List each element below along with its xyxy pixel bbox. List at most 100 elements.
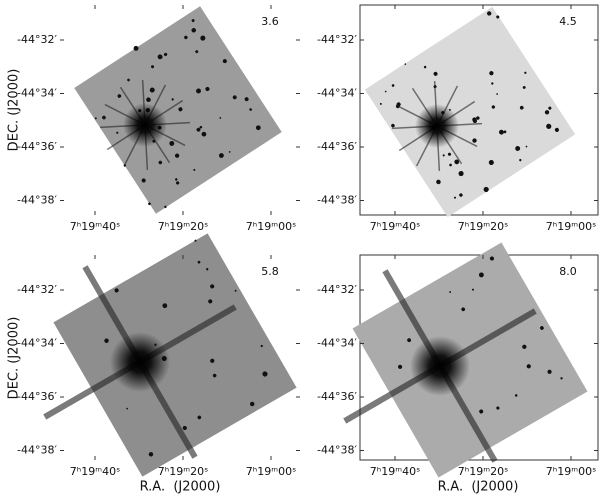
x-tick-label: 7ʰ19ᵐ40ˢ (370, 220, 420, 233)
star (554, 127, 559, 132)
star (255, 125, 261, 131)
star (488, 159, 494, 166)
star (496, 406, 500, 410)
star (141, 178, 146, 183)
sky-image (364, 6, 576, 218)
star (249, 108, 252, 111)
star (436, 179, 441, 185)
star (519, 105, 524, 110)
star (169, 140, 175, 146)
star (472, 138, 477, 143)
x-tick-label: 7ʰ19ᵐ20ˢ (158, 465, 208, 478)
y-tick-label: -44°32′ (17, 33, 57, 46)
y-tick-label: -44°34′ (17, 87, 57, 100)
star (175, 178, 178, 181)
star (519, 158, 522, 162)
star (210, 284, 215, 289)
panel: 3.6 -44°32′ -44°34′ -44°36′ -44°38′ 7ʰ19ᵐ40ˢ 7… (17, 5, 300, 233)
star (149, 87, 155, 93)
star (162, 303, 168, 309)
star (148, 202, 151, 206)
y-axis-label: DEC. (J2000) (7, 69, 22, 152)
star (471, 288, 475, 291)
x-tick-label: 7ʰ19ᵐ00ˢ (546, 465, 596, 478)
x-axis-label: R.A. (J2000) (140, 480, 221, 495)
star (449, 291, 452, 293)
star (117, 94, 122, 98)
star (548, 106, 552, 110)
star (196, 88, 201, 94)
y-tick-label: -44°32′ (17, 283, 57, 296)
star (487, 11, 492, 16)
panel: 4.5 -44°32′ -44°34′ -44°36′ -44°38′ 7ʰ19ᵐ40ˢ 7… (317, 4, 599, 233)
x-tick-label: 7ʰ19ᵐ00ˢ (546, 220, 596, 233)
y-tick-label: -44°38′ (17, 194, 57, 207)
star (133, 45, 139, 51)
star (491, 82, 494, 85)
star (222, 59, 227, 64)
star (208, 299, 213, 304)
star (178, 107, 183, 112)
star (218, 153, 224, 158)
star (522, 86, 526, 89)
star (201, 131, 207, 137)
star (544, 110, 550, 115)
band-label: 3.6 (261, 15, 279, 28)
panel: 8.0 -44°32′ -44°34′ -44°36′ -44°38′ 7ʰ19ᵐ40ˢ 7… (317, 242, 599, 478)
star (449, 163, 452, 167)
image-field (364, 6, 576, 218)
bright-star (110, 332, 170, 392)
star (244, 97, 249, 102)
star (496, 93, 498, 95)
star (212, 373, 217, 378)
star (191, 19, 195, 23)
star (184, 35, 188, 40)
y-tick-label: -44°34′ (317, 337, 357, 350)
bright-star (123, 103, 167, 147)
y-tick-label: -44°32′ (317, 33, 357, 46)
x-tick-label: 7ʰ19ᵐ20ˢ (458, 465, 508, 478)
star (499, 129, 504, 135)
y-tick-label: -44°36′ (17, 390, 57, 403)
star (210, 358, 215, 363)
x-tick-label: 7ʰ19ᵐ20ˢ (458, 220, 508, 233)
star (228, 151, 231, 153)
x-tick-label: 7ʰ19ᵐ00ˢ (246, 220, 296, 233)
star (260, 344, 263, 348)
star (199, 125, 203, 129)
band-label: 8.0 (559, 265, 577, 278)
image-field (53, 233, 297, 477)
star (442, 154, 445, 157)
star (196, 127, 201, 132)
star (127, 78, 130, 82)
y-axis-label: DEC. (J2000) (7, 317, 22, 400)
star (379, 102, 382, 105)
star (391, 84, 395, 87)
y-tick-label: -44°34′ (17, 337, 57, 350)
star (524, 71, 527, 74)
star (234, 289, 237, 292)
star (104, 338, 109, 343)
y-tick-label: -44°38′ (317, 194, 357, 207)
x-axis-label: R.A. (J2000) (438, 480, 519, 495)
star (191, 27, 196, 33)
star (476, 116, 480, 120)
star (433, 71, 438, 76)
star (404, 63, 407, 65)
star (114, 288, 119, 293)
x-tick-label: 7ʰ19ᵐ40ˢ (370, 465, 420, 478)
star (540, 326, 544, 330)
star (489, 256, 494, 261)
star (205, 86, 210, 91)
star (525, 145, 528, 148)
panel: 5.8 -44°32′ -44°34′ -44°36′ -44°38′ 7ʰ19ᵐ40ˢ 7… (17, 233, 300, 478)
star (182, 425, 187, 431)
star (174, 153, 180, 158)
star (249, 401, 255, 407)
star (193, 168, 196, 171)
star (454, 159, 460, 165)
panel-frame (359, 254, 599, 461)
sky-image (352, 242, 588, 478)
star (94, 117, 97, 120)
